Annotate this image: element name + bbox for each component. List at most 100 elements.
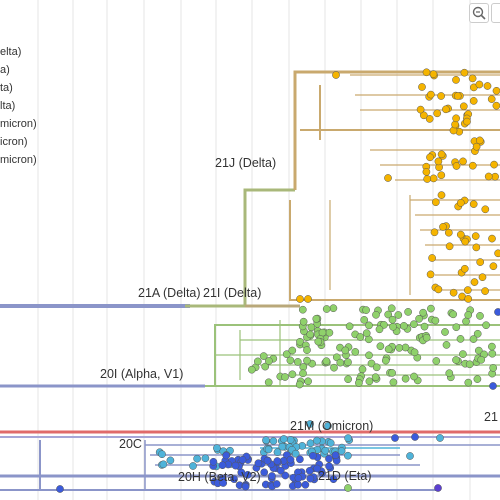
sample-dot[interactable] xyxy=(449,310,458,319)
sample-dot[interactable] xyxy=(344,451,352,460)
sample-dot[interactable] xyxy=(294,474,303,482)
sample-dot[interactable] xyxy=(462,317,470,326)
sample-dot[interactable] xyxy=(286,436,295,444)
sample-dot[interactable] xyxy=(365,377,374,386)
sample-dot[interactable] xyxy=(468,161,477,170)
sample-dot[interactable] xyxy=(286,455,295,464)
sample-dot[interactable] xyxy=(298,305,307,314)
sample-dot[interactable] xyxy=(222,451,231,460)
sample-dot[interactable] xyxy=(426,270,435,279)
sample-dot[interactable] xyxy=(423,175,432,183)
sample-dot[interactable] xyxy=(330,363,338,372)
sample-dot[interactable] xyxy=(429,70,438,78)
sample-dot[interactable] xyxy=(314,337,323,346)
sample-dot[interactable] xyxy=(288,346,297,355)
sample-dot[interactable] xyxy=(264,445,273,454)
sample-dot[interactable] xyxy=(400,322,408,330)
sample-dot[interactable] xyxy=(468,74,477,83)
sample-dot[interactable] xyxy=(309,451,317,460)
sample-dots[interactable] xyxy=(56,68,500,493)
sample-dot[interactable] xyxy=(452,114,460,123)
sample-dot[interactable] xyxy=(371,373,380,382)
sample-dot[interactable] xyxy=(295,380,304,389)
sample-dot[interactable] xyxy=(241,482,250,491)
sample-dot[interactable] xyxy=(159,460,168,469)
sample-dot[interactable] xyxy=(464,295,473,303)
sample-dot[interactable] xyxy=(491,172,499,181)
sample-dot[interactable] xyxy=(384,310,393,319)
sample-dot[interactable] xyxy=(213,444,221,452)
sample-dot[interactable] xyxy=(303,346,311,354)
sample-dot[interactable] xyxy=(427,304,435,313)
sample-dot[interactable] xyxy=(411,433,419,441)
legend-item[interactable]: micron) xyxy=(0,118,37,130)
sample-dot[interactable] xyxy=(439,223,447,231)
legend-item[interactable]: icron) xyxy=(0,136,28,148)
sample-dot[interactable] xyxy=(406,452,414,460)
sample-dot[interactable] xyxy=(419,308,427,317)
sample-dot[interactable] xyxy=(437,92,445,100)
sample-dot[interactable] xyxy=(431,316,440,325)
sample-dot[interactable] xyxy=(477,355,486,364)
sample-dot[interactable] xyxy=(325,462,333,471)
sample-dot[interactable] xyxy=(389,322,397,331)
sample-dot[interactable] xyxy=(484,172,493,181)
sample-dot[interactable] xyxy=(303,356,311,365)
sample-dot[interactable] xyxy=(464,311,473,319)
sample-dot[interactable] xyxy=(456,199,465,207)
sample-dot[interactable] xyxy=(355,379,363,387)
sample-dot[interactable] xyxy=(483,82,492,90)
sample-dot[interactable] xyxy=(293,358,302,366)
sample-dot[interactable] xyxy=(453,92,462,100)
sample-dot[interactable] xyxy=(489,382,497,390)
sample-dot[interactable] xyxy=(324,422,332,430)
sample-dot[interactable] xyxy=(372,363,381,372)
sample-dot[interactable] xyxy=(272,480,281,488)
sample-dot[interactable] xyxy=(418,83,426,91)
sample-dot[interactable] xyxy=(288,370,297,379)
sample-dot[interactable] xyxy=(312,314,321,323)
sample-dot[interactable] xyxy=(437,150,446,159)
sample-dot[interactable] xyxy=(469,97,478,105)
sample-dot[interactable] xyxy=(276,466,285,475)
sample-dot[interactable] xyxy=(452,356,460,364)
sample-dot[interactable] xyxy=(472,142,481,151)
sample-dot[interactable] xyxy=(273,448,282,457)
sample-dot[interactable] xyxy=(306,420,314,428)
sample-dot[interactable] xyxy=(469,200,478,208)
sample-dot[interactable] xyxy=(492,101,500,110)
legend-item[interactable]: elta) xyxy=(0,46,22,58)
sample-dot[interactable] xyxy=(219,479,228,487)
sample-dot[interactable] xyxy=(463,117,471,126)
sample-dot[interactable] xyxy=(313,436,321,445)
sample-dot[interactable] xyxy=(461,237,470,246)
sample-dot[interactable] xyxy=(264,378,273,387)
sample-dot[interactable] xyxy=(387,304,396,313)
sample-dot[interactable] xyxy=(376,342,385,351)
zoom-in-button[interactable] xyxy=(469,3,489,23)
sample-dot[interactable] xyxy=(344,375,352,384)
sample-dot[interactable] xyxy=(410,348,419,357)
sample-dot[interactable] xyxy=(299,317,308,326)
sample-dot[interactable] xyxy=(434,484,442,492)
sample-dot[interactable] xyxy=(259,352,268,360)
legend-item[interactable]: lta) xyxy=(0,100,16,112)
sample-dot[interactable] xyxy=(231,461,240,470)
sample-dot[interactable] xyxy=(456,230,465,239)
sample-dot[interactable] xyxy=(358,365,367,374)
sample-dot[interactable] xyxy=(325,454,333,463)
sample-dot[interactable] xyxy=(281,471,290,480)
sample-dot[interactable] xyxy=(469,335,478,343)
sample-dot[interactable] xyxy=(247,365,256,374)
sample-dot[interactable] xyxy=(434,285,443,294)
sample-dot[interactable] xyxy=(476,258,485,266)
legend-item[interactable]: a) xyxy=(0,64,10,76)
sample-dot[interactable] xyxy=(278,442,287,451)
sample-dot[interactable] xyxy=(238,455,247,464)
sample-dot[interactable] xyxy=(437,171,446,180)
sample-dot[interactable] xyxy=(381,356,390,365)
sample-dot[interactable] xyxy=(488,234,496,243)
sample-dot[interactable] xyxy=(296,455,304,464)
sample-dot[interactable] xyxy=(394,311,403,319)
sample-dot[interactable] xyxy=(305,466,314,475)
